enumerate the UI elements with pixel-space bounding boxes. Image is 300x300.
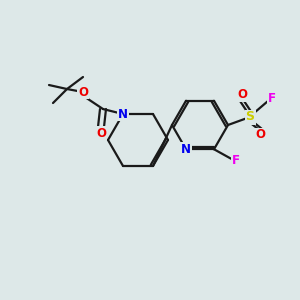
Text: O: O (237, 88, 247, 101)
Text: O: O (78, 85, 88, 98)
Text: O: O (96, 127, 106, 140)
Text: S: S (245, 110, 254, 124)
Text: F: F (232, 154, 240, 167)
Text: F: F (268, 92, 276, 106)
Text: N: N (181, 143, 191, 156)
Text: N: N (118, 107, 128, 121)
Text: O: O (255, 128, 265, 142)
